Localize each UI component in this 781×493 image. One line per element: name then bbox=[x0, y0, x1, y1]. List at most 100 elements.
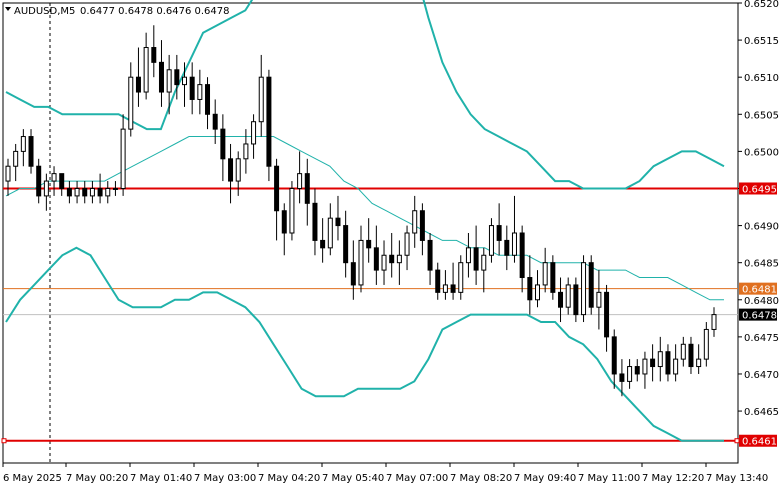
candle bbox=[105, 181, 111, 204]
x-tick-label: 7 May 04:20 bbox=[258, 473, 320, 484]
candle bbox=[419, 203, 425, 256]
candle bbox=[481, 247, 487, 293]
candle-body bbox=[473, 247, 479, 271]
candle bbox=[20, 129, 26, 167]
candle-body bbox=[197, 84, 203, 100]
candle-body bbox=[189, 76, 195, 100]
candle bbox=[535, 270, 540, 308]
candle bbox=[504, 225, 510, 271]
level-anchor-right bbox=[734, 438, 740, 444]
candle bbox=[657, 336, 663, 382]
candle-body bbox=[36, 165, 42, 197]
candle bbox=[673, 344, 679, 382]
candle bbox=[550, 255, 556, 300]
candle bbox=[519, 225, 525, 293]
level-anchor-left bbox=[1, 438, 7, 444]
candle bbox=[228, 143, 234, 204]
bollinger-bands bbox=[5, 0, 725, 442]
candle bbox=[274, 158, 280, 241]
candle bbox=[258, 54, 264, 137]
candle bbox=[412, 195, 418, 248]
y-tick-label: 0.6505 bbox=[744, 110, 779, 121]
current-price-label: 0.6478 bbox=[742, 311, 777, 322]
level-price-label-1: 0.6481 bbox=[742, 285, 777, 296]
candle-body bbox=[281, 210, 287, 234]
candle bbox=[604, 284, 610, 352]
candle bbox=[611, 329, 617, 389]
candle bbox=[66, 181, 72, 204]
x-tick-label: 7 May 01:40 bbox=[130, 473, 192, 484]
candle-body bbox=[427, 239, 433, 271]
candle-body bbox=[320, 239, 326, 249]
candle-body bbox=[396, 254, 402, 264]
candle bbox=[634, 359, 640, 382]
candle-body bbox=[435, 269, 441, 293]
candle bbox=[442, 270, 448, 300]
candle bbox=[189, 62, 195, 115]
candle bbox=[74, 181, 80, 204]
candle bbox=[112, 181, 118, 196]
candle-body bbox=[611, 336, 617, 375]
candle bbox=[496, 203, 502, 256]
candle bbox=[703, 322, 709, 367]
candle bbox=[120, 114, 126, 196]
candle-body bbox=[112, 187, 118, 190]
candle bbox=[465, 233, 471, 278]
level-price-tag-2 bbox=[739, 434, 777, 447]
candle bbox=[135, 47, 141, 107]
candle-body bbox=[535, 284, 540, 301]
x-tick-label: 7 May 13:40 bbox=[706, 473, 768, 484]
candle bbox=[389, 233, 395, 278]
candle-body bbox=[381, 254, 387, 271]
candle-body bbox=[266, 76, 272, 167]
candle-body bbox=[650, 358, 656, 368]
candle-body bbox=[59, 173, 65, 189]
candle-body bbox=[89, 187, 95, 197]
triangle-down-icon[interactable] bbox=[5, 7, 11, 11]
candle bbox=[304, 158, 310, 226]
candle-body bbox=[389, 254, 395, 264]
candle bbox=[312, 188, 318, 256]
x-tick-label: 7 May 05:40 bbox=[322, 473, 384, 484]
candle-body bbox=[596, 291, 602, 308]
candle bbox=[565, 277, 571, 315]
level-price-label-0: 0.6495 bbox=[742, 184, 777, 195]
bollinger-middle-line bbox=[5, 136, 724, 301]
candle-body bbox=[665, 351, 671, 375]
candle bbox=[458, 255, 464, 300]
level-price-label-2: 0.6461 bbox=[742, 437, 777, 448]
candle bbox=[97, 173, 103, 204]
candle-body bbox=[66, 187, 72, 197]
candle bbox=[13, 143, 19, 182]
candle-body bbox=[20, 136, 26, 152]
candle-body bbox=[13, 150, 19, 167]
candle bbox=[289, 181, 295, 241]
y-tick-label: 0.6465 bbox=[744, 407, 779, 418]
candle-body bbox=[604, 291, 610, 338]
candle bbox=[665, 344, 671, 382]
candle-body bbox=[565, 284, 571, 308]
plot-border bbox=[2, 2, 739, 464]
candle-body bbox=[158, 61, 164, 93]
candle-body bbox=[274, 165, 280, 212]
candle-body bbox=[235, 158, 241, 182]
candle-body bbox=[174, 69, 180, 86]
candle-body bbox=[488, 225, 494, 256]
candle bbox=[166, 54, 172, 115]
candle-body bbox=[696, 358, 702, 368]
y-tick-label: 0.6515 bbox=[744, 36, 779, 47]
candle bbox=[427, 233, 433, 285]
candle-body bbox=[97, 187, 103, 197]
plot-frame bbox=[2, 2, 739, 464]
candle bbox=[619, 359, 625, 397]
candle bbox=[28, 129, 34, 174]
candle bbox=[473, 225, 479, 285]
candle bbox=[366, 218, 372, 263]
candle-body bbox=[327, 217, 333, 249]
time-axis: 6 May 2025 7 May 00:20 7 May 01:40 7 May 03… bbox=[2, 463, 768, 484]
candle-body bbox=[143, 47, 149, 93]
candle-body bbox=[519, 232, 525, 279]
candle-body bbox=[205, 84, 211, 115]
